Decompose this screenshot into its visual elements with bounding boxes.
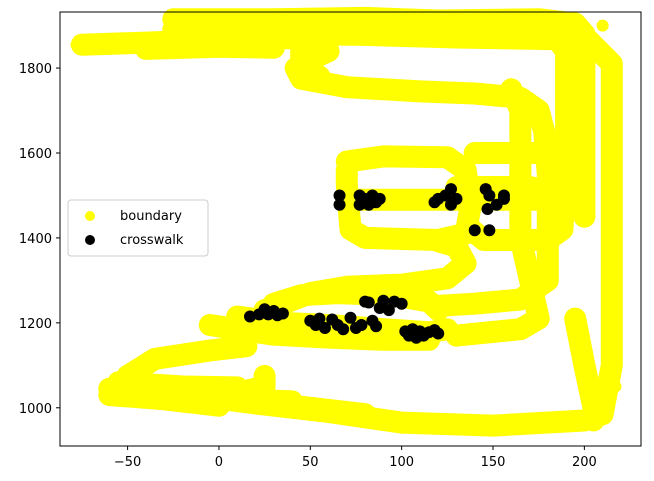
crosswalk-point-17 <box>481 203 494 216</box>
crosswalk-point-45 <box>377 294 390 307</box>
boundary-point-0 <box>70 38 83 51</box>
boundary-point-1 <box>85 42 98 55</box>
crosswalk-point-29 <box>276 307 289 320</box>
boundary-trail-5 <box>290 31 331 88</box>
crosswalk-point-36 <box>337 323 350 336</box>
crosswalk-point-8 <box>373 192 386 205</box>
legend-boundary-marker <box>85 211 95 221</box>
boundary-trail-7 <box>460 142 578 251</box>
legend-boundary-label: boundary <box>120 209 182 224</box>
crosswalk-point-46 <box>382 304 395 317</box>
boundary-point-4 <box>167 17 180 30</box>
boundary-trail-11 <box>262 282 450 322</box>
crosswalk-point-22 <box>483 224 496 237</box>
boundary-point-10 <box>103 393 116 406</box>
crosswalk-point-33 <box>318 321 331 334</box>
boundary-trail-2 <box>162 6 596 228</box>
boundary-trail-19 <box>564 307 605 432</box>
y-tick-label: 1600 <box>19 147 52 162</box>
legend: boundary crosswalk <box>67 199 209 257</box>
crosswalk-point-20 <box>497 192 510 205</box>
boundary-trail-1 <box>134 35 285 60</box>
boundary-point-7 <box>609 380 622 393</box>
boundary-trail-14 <box>116 13 623 437</box>
crosswalk-series <box>244 183 510 344</box>
legend-box <box>67 199 209 257</box>
x-tick-label: −50 <box>114 455 141 470</box>
boundary-trail-13 <box>198 314 441 351</box>
crosswalk-point-16 <box>483 189 496 202</box>
x-axis: −50 0 50 100 150 200 <box>114 446 597 470</box>
x-tick-label: 100 <box>389 455 414 470</box>
x-tick-label: 150 <box>481 455 506 470</box>
boundary-trail-20 <box>445 78 550 347</box>
crosswalk-point-41 <box>362 296 375 309</box>
boundary-trail-16 <box>107 371 249 399</box>
y-axis: 1000 1200 1400 1600 1800 <box>19 62 60 417</box>
boundary-trail-18 <box>98 384 230 417</box>
boundary-trail-17 <box>217 364 377 426</box>
legend-crosswalk-label: crosswalk <box>120 233 184 248</box>
x-tick-label: 200 <box>572 455 597 470</box>
crosswalk-point-37 <box>344 311 357 324</box>
y-tick-label: 1000 <box>19 402 52 417</box>
x-tick-label: 50 <box>302 455 319 470</box>
boundary-point-9 <box>108 378 121 391</box>
boundary-point-11 <box>127 380 140 393</box>
crosswalk-point-32 <box>313 312 326 325</box>
crosswalk-point-39 <box>355 318 368 331</box>
crosswalk-point-10 <box>428 196 441 209</box>
y-tick-label: 1400 <box>19 232 52 247</box>
crosswalk-point-43 <box>370 320 383 333</box>
crosswalk-point-1 <box>333 198 346 211</box>
crosswalk-point-0 <box>333 189 346 202</box>
crosswalk-point-48 <box>395 297 408 310</box>
x-tick-label: 0 <box>215 455 223 470</box>
crosswalk-point-12 <box>444 183 457 196</box>
crosswalk-point-21 <box>468 224 481 237</box>
y-tick-label: 1800 <box>19 62 52 77</box>
crosswalk-point-23 <box>244 310 257 323</box>
boundary-point-5 <box>172 28 185 41</box>
boundary-point-6 <box>596 19 609 32</box>
boundary-trail-4 <box>162 18 413 46</box>
legend-crosswalk-marker <box>85 235 95 245</box>
y-tick-label: 1200 <box>19 317 52 332</box>
crosswalk-point-57 <box>432 327 445 340</box>
crosswalk-point-14 <box>450 192 463 205</box>
plot-frame <box>59 11 642 447</box>
boundary-point-3 <box>99 40 112 53</box>
